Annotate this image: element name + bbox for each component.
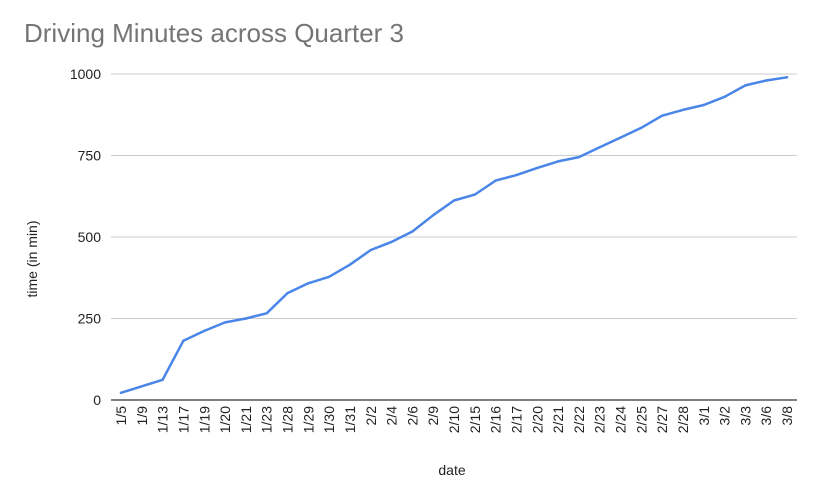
data-point bbox=[702, 103, 705, 107]
data-point bbox=[411, 230, 414, 233]
x-tick-label: 2/24 bbox=[613, 406, 629, 433]
data-point bbox=[452, 199, 456, 202]
data-point bbox=[744, 84, 747, 87]
data-point bbox=[161, 378, 164, 381]
x-tick-label: 1/30 bbox=[321, 406, 337, 433]
data-point bbox=[119, 391, 123, 395]
x-tick-label: 2/17 bbox=[508, 406, 524, 433]
x-tick-label: 2/21 bbox=[550, 406, 566, 433]
y-tick-label: 250 bbox=[78, 311, 102, 327]
data-point bbox=[307, 282, 310, 285]
x-tick-label: 3/8 bbox=[779, 406, 795, 426]
y-tick-label: 0 bbox=[93, 392, 101, 408]
data-point bbox=[723, 95, 726, 99]
x-tick-label: 3/1 bbox=[696, 406, 712, 426]
data-point bbox=[764, 79, 768, 82]
x-axis-ticks: 1/5 1/9 1/13 1/17 1/19 1/20 1/21 1/23 1/28 1/29 1/… bbox=[113, 406, 795, 433]
data-point bbox=[369, 248, 372, 252]
gridlines bbox=[111, 73, 797, 401]
y-axis-ticks: 0 250 500 750 1000 bbox=[70, 66, 101, 408]
data-point bbox=[681, 108, 685, 112]
data-point bbox=[390, 240, 393, 244]
x-tick-label: 1/13 bbox=[155, 406, 171, 433]
data-point bbox=[327, 275, 331, 278]
x-tick-label: 1/21 bbox=[238, 406, 254, 433]
y-axis-label: time (in min) bbox=[24, 220, 40, 297]
data-point bbox=[536, 166, 539, 170]
x-tick-label: 3/6 bbox=[758, 406, 774, 426]
x-tick-label: 1/17 bbox=[175, 406, 191, 433]
data-point bbox=[660, 114, 664, 117]
x-tick-label: 1/9 bbox=[134, 406, 150, 426]
y-tick-label: 500 bbox=[78, 229, 102, 245]
y-tick-label: 1000 bbox=[70, 66, 101, 82]
y-tick-label: 750 bbox=[78, 148, 102, 164]
x-tick-label: 2/2 bbox=[363, 406, 379, 426]
x-tick-label: 1/20 bbox=[217, 406, 233, 433]
data-point bbox=[577, 155, 581, 159]
x-tick-label: 1/23 bbox=[259, 406, 275, 433]
data-point bbox=[203, 329, 206, 333]
series-layer bbox=[119, 76, 789, 395]
x-tick-label: 2/25 bbox=[633, 406, 649, 433]
x-tick-label: 2/22 bbox=[571, 406, 587, 433]
x-tick-label: 2/10 bbox=[446, 406, 462, 433]
data-point bbox=[265, 312, 268, 315]
data-point bbox=[140, 385, 144, 388]
data-point bbox=[348, 263, 352, 266]
data-point bbox=[785, 76, 789, 79]
data-point bbox=[473, 193, 477, 196]
x-tick-label: 2/9 bbox=[425, 406, 441, 426]
x-tick-label: 2/6 bbox=[404, 406, 420, 426]
x-tick-label: 3/2 bbox=[717, 406, 733, 426]
x-tick-label: 1/29 bbox=[300, 406, 316, 433]
data-point bbox=[619, 136, 622, 139]
x-tick-label: 1/31 bbox=[342, 406, 358, 433]
data-point bbox=[515, 173, 518, 177]
x-tick-label: 2/4 bbox=[384, 406, 400, 426]
x-tick-label: 2/28 bbox=[675, 406, 691, 433]
x-tick-label: 2/15 bbox=[467, 406, 483, 433]
data-point bbox=[598, 146, 601, 149]
data-point bbox=[223, 321, 227, 324]
x-tick-label: 1/5 bbox=[113, 406, 129, 426]
x-tick-label: 2/20 bbox=[529, 406, 545, 433]
data-point bbox=[286, 291, 289, 295]
data-point bbox=[244, 317, 248, 320]
data-point bbox=[494, 179, 497, 182]
data-point bbox=[431, 213, 435, 217]
chart-title: Driving Minutes across Quarter 3 bbox=[24, 18, 405, 48]
series-line bbox=[119, 76, 789, 395]
data-point bbox=[556, 160, 560, 163]
x-tick-label: 1/19 bbox=[196, 406, 212, 433]
x-tick-label: 3/3 bbox=[737, 406, 753, 426]
x-tick-label: 1/28 bbox=[280, 406, 296, 433]
x-tick-label: 2/27 bbox=[654, 406, 670, 433]
data-point bbox=[640, 126, 643, 129]
data-point bbox=[182, 339, 185, 342]
x-tick-label: 2/23 bbox=[592, 406, 608, 433]
x-axis-label: date bbox=[438, 462, 465, 478]
x-tick-label: 2/16 bbox=[488, 406, 504, 433]
